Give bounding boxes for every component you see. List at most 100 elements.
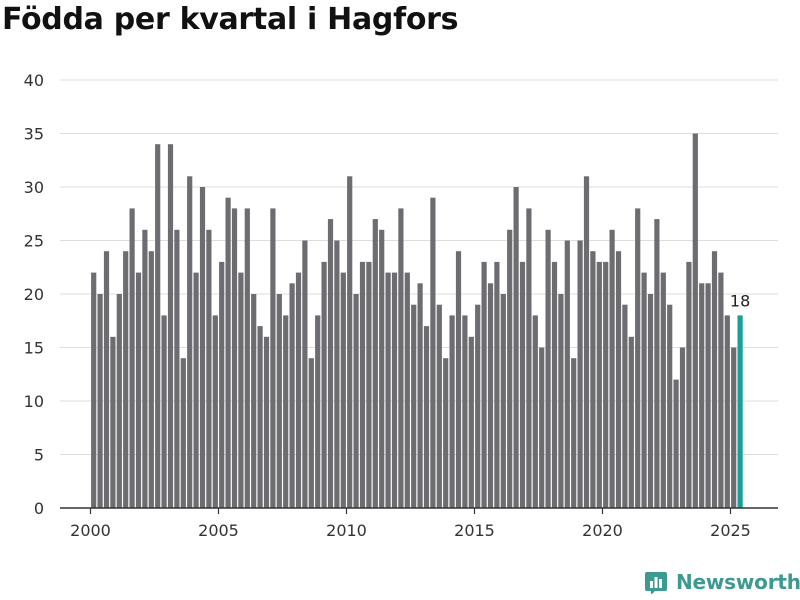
x-tick-label: 2010 <box>326 521 367 540</box>
bar <box>673 379 679 508</box>
y-axis-tick-labels: 0 5 10 15 20 25 30 35 40 <box>24 71 44 518</box>
bar <box>596 261 602 508</box>
bar <box>161 315 167 508</box>
y-tick-label: 10 <box>24 392 44 411</box>
bar <box>500 294 506 508</box>
bar <box>686 261 692 508</box>
bar <box>654 219 660 508</box>
bar <box>334 240 340 508</box>
bar <box>455 251 462 508</box>
y-tick-label: 40 <box>24 71 44 90</box>
bar <box>679 347 686 508</box>
bar <box>129 208 135 508</box>
bar <box>103 251 110 508</box>
bar <box>366 261 372 508</box>
bar <box>359 261 366 508</box>
y-tick-label: 0 <box>34 499 44 518</box>
bar <box>404 272 410 508</box>
bar <box>705 283 711 508</box>
brand-name: Newsworthy <box>676 570 800 594</box>
bar <box>308 358 314 508</box>
bar <box>583 176 590 509</box>
bar <box>507 229 513 509</box>
bar <box>724 315 730 508</box>
bar <box>577 240 583 508</box>
bar <box>667 304 673 508</box>
bar <box>615 251 622 508</box>
bar <box>519 261 526 508</box>
bar <box>551 261 558 508</box>
bar <box>347 176 353 509</box>
bar <box>148 251 154 508</box>
bar <box>699 283 705 508</box>
bar <box>603 261 609 508</box>
bar <box>590 251 596 508</box>
bar <box>353 294 359 508</box>
newsworthy-logo-icon <box>645 572 667 594</box>
bar <box>155 144 161 508</box>
bar <box>110 336 116 508</box>
y-tick-label: 35 <box>24 125 44 144</box>
bar <box>283 315 289 508</box>
bar <box>545 229 551 509</box>
bar <box>206 229 212 509</box>
bar <box>257 326 263 508</box>
bar <box>187 176 193 509</box>
bar <box>385 272 391 508</box>
bar <box>321 261 327 508</box>
y-tick-label: 5 <box>34 446 44 465</box>
bar <box>564 240 570 508</box>
bar <box>731 347 737 508</box>
bar <box>372 219 378 508</box>
x-tick-label: 2025 <box>710 521 751 540</box>
bar <box>142 229 148 509</box>
bar <box>423 326 430 508</box>
bar <box>123 251 129 508</box>
bar <box>231 208 238 508</box>
bar <box>513 187 519 508</box>
bar <box>391 272 398 508</box>
bar <box>436 304 442 508</box>
bar <box>635 208 641 508</box>
bar <box>116 294 122 508</box>
bar <box>711 251 718 508</box>
bar <box>251 294 257 508</box>
x-tick-label: 2015 <box>454 521 495 540</box>
bar <box>302 240 308 508</box>
x-tick-label: 2000 <box>70 521 111 540</box>
bar <box>430 197 436 508</box>
bar <box>212 315 218 508</box>
bar-highlight <box>737 315 743 508</box>
y-tick-label: 15 <box>24 339 44 358</box>
bar <box>571 358 577 508</box>
bar <box>180 358 186 508</box>
bar <box>468 336 474 508</box>
bar <box>481 261 487 508</box>
y-tick-label: 25 <box>24 232 44 251</box>
bar <box>487 283 494 508</box>
bar <box>660 272 666 508</box>
bar <box>327 219 334 508</box>
bar <box>276 294 282 508</box>
bar <box>558 294 564 508</box>
bar <box>449 315 455 508</box>
bar <box>443 358 449 508</box>
bar <box>97 294 103 508</box>
y-tick-label: 30 <box>24 178 44 197</box>
bars <box>91 133 743 509</box>
bar <box>692 133 698 508</box>
bar <box>462 315 468 508</box>
bar <box>263 336 270 508</box>
brand-logo[interactable]: Newsworthy <box>644 570 800 594</box>
bar <box>718 272 724 508</box>
latest-value-label: 18 <box>730 291 750 310</box>
y-tick-label: 20 <box>24 285 44 304</box>
bar <box>225 197 231 508</box>
bar <box>270 208 276 508</box>
bar <box>340 272 346 508</box>
bar <box>289 283 295 508</box>
bar <box>174 229 180 509</box>
bar <box>193 272 199 508</box>
bar <box>379 229 385 509</box>
